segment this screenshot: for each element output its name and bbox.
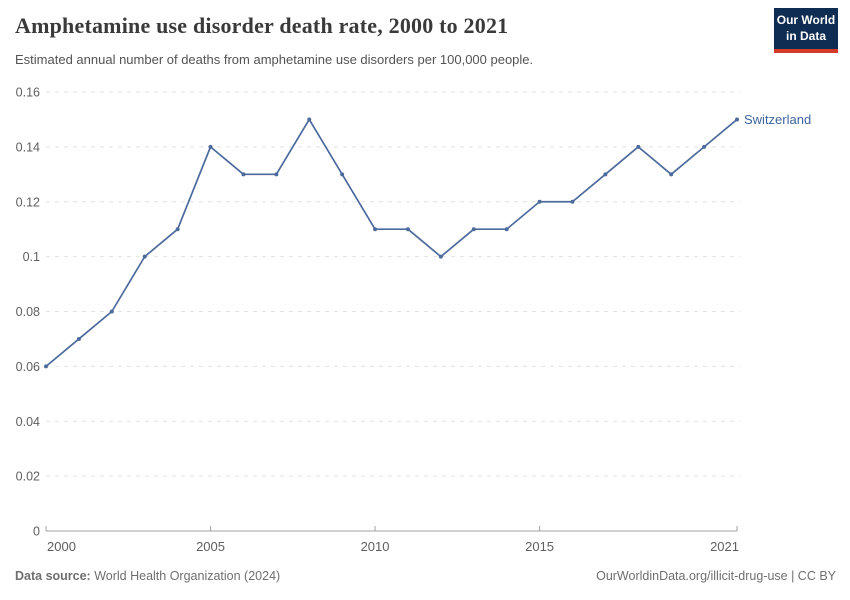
series-label-switzerland[interactable]: Switzerland <box>744 112 812 127</box>
data-point[interactable] <box>471 227 476 232</box>
data-source-note: Data source: World Health Organization (… <box>15 569 280 583</box>
y-tick-label: 0 <box>33 525 40 539</box>
y-tick-label: 0.06 <box>16 360 40 374</box>
data-point[interactable] <box>438 254 443 259</box>
x-tick-label: 2000 <box>47 539 76 554</box>
data-point[interactable] <box>307 117 312 122</box>
data-point[interactable] <box>340 172 345 177</box>
data-point[interactable] <box>44 364 48 369</box>
data-point[interactable] <box>208 144 213 149</box>
data-point[interactable] <box>504 227 509 232</box>
y-tick-label: 0.16 <box>16 86 40 100</box>
data-point[interactable] <box>669 172 674 177</box>
y-tick-label: 0.1 <box>23 250 40 264</box>
license-link[interactable]: OurWorldinData.org/illicit-drug-use | CC… <box>596 569 836 583</box>
x-tick-label: 2021 <box>710 539 739 554</box>
page-title: Amphetamine use disorder death rate, 200… <box>15 13 509 38</box>
data-point[interactable] <box>603 172 608 177</box>
y-tick-label: 0.04 <box>16 415 40 429</box>
chart-footer: Data source: World Health Organization (… <box>15 569 836 583</box>
data-source-label: Data source: <box>15 569 91 583</box>
data-point[interactable] <box>76 336 81 341</box>
data-point[interactable] <box>405 227 410 232</box>
x-tick-label: 2005 <box>196 539 225 554</box>
data-point[interactable] <box>373 227 378 232</box>
chart-subtitle: Estimated annual number of deaths from a… <box>15 52 534 67</box>
data-point[interactable] <box>570 199 575 204</box>
y-tick-label: 0.02 <box>16 470 40 484</box>
data-point[interactable] <box>735 117 739 122</box>
y-tick-label: 0.08 <box>16 305 40 319</box>
owid-logo-line1: Our World <box>776 12 836 27</box>
data-point[interactable] <box>241 172 246 177</box>
data-point[interactable] <box>109 309 114 314</box>
data-source-value: World Health Organization (2024) <box>90 569 281 583</box>
data-point[interactable] <box>636 144 641 149</box>
x-tick-label: 2015 <box>525 539 554 554</box>
data-point[interactable] <box>142 254 147 259</box>
owid-logo: Our World in Data <box>774 8 838 53</box>
data-point[interactable] <box>702 144 707 149</box>
y-tick-label: 0.14 <box>16 140 40 154</box>
data-point[interactable] <box>537 199 542 204</box>
x-tick-label: 2010 <box>361 539 390 554</box>
data-line-switzerland[interactable] <box>45 118 738 368</box>
owid-logo-line2: in Data <box>785 28 826 43</box>
data-point[interactable] <box>175 227 180 232</box>
data-point[interactable] <box>274 172 279 177</box>
y-tick-label: 0.12 <box>16 195 40 209</box>
